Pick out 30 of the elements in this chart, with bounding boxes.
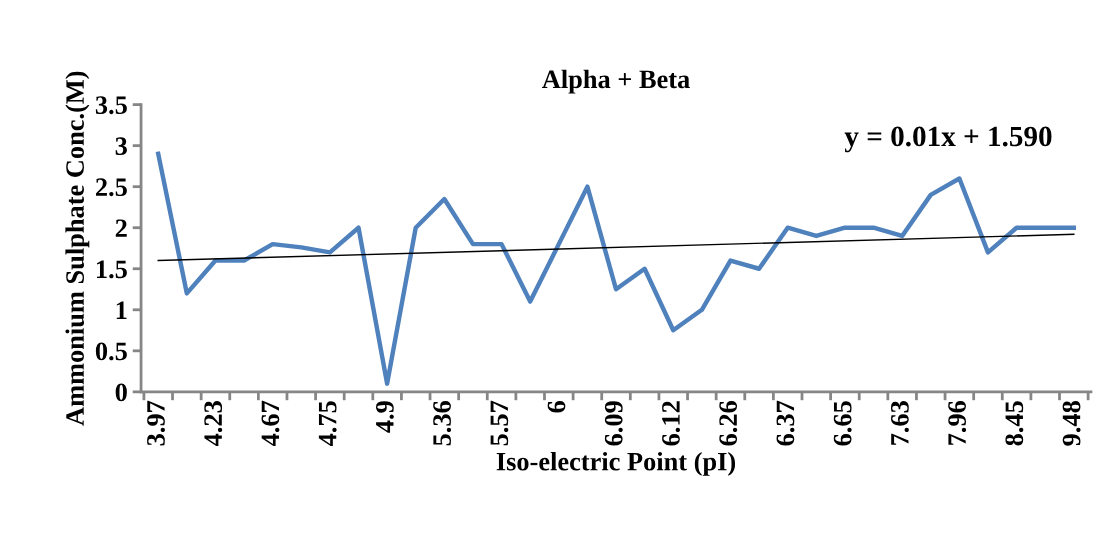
x-tick-label: 4.67 <box>261 400 280 447</box>
line-series <box>156 151 1077 386</box>
x-tick-label: 8.45 <box>1005 401 1024 446</box>
y-tick-label: 3.5 <box>95 96 127 115</box>
x-tick-label: 6.26 <box>719 400 738 446</box>
y-tick-label: 3 <box>115 137 127 156</box>
x-tick-label: 7.96 <box>948 400 967 445</box>
x-tick-label: 6.65 <box>833 401 852 446</box>
x-tick-label: 6.09 <box>604 401 623 446</box>
x-tick-label: 7.63 <box>891 401 909 445</box>
y-tick-label: 2.5 <box>95 178 127 197</box>
y-tick-label: 0.5 <box>95 342 127 361</box>
x-axis-title: Iso-electric Point (pI) <box>496 451 736 476</box>
annotation: y = 0.01x + 1.590 <box>844 126 1052 153</box>
x-tick-label: 4.75 <box>318 401 337 447</box>
x-tick-label: 6 <box>547 400 566 413</box>
x-tick-label: 6.37 <box>776 400 795 446</box>
x-tick-label: 5.57 <box>490 400 509 446</box>
x-tick-label: 4.9 <box>375 401 394 433</box>
y-tick-label: 0 <box>115 383 127 402</box>
x-tick-label: 4.23 <box>204 401 223 447</box>
y-tick-label: 2 <box>115 219 127 237</box>
x-tick-label: 5.36 <box>433 400 452 446</box>
x-tick-label: 3.97 <box>147 400 165 446</box>
chart-title: Alpha + Beta <box>542 69 690 94</box>
y-axis-title: Ammonium Sulphate Conc.(M) <box>65 71 90 426</box>
y-tick-label: 1.5 <box>96 260 127 279</box>
y-tick-label: 1 <box>116 301 127 319</box>
x-tick-label: 9.48 <box>1062 401 1081 446</box>
x-tick-label: 6.12 <box>662 401 680 446</box>
